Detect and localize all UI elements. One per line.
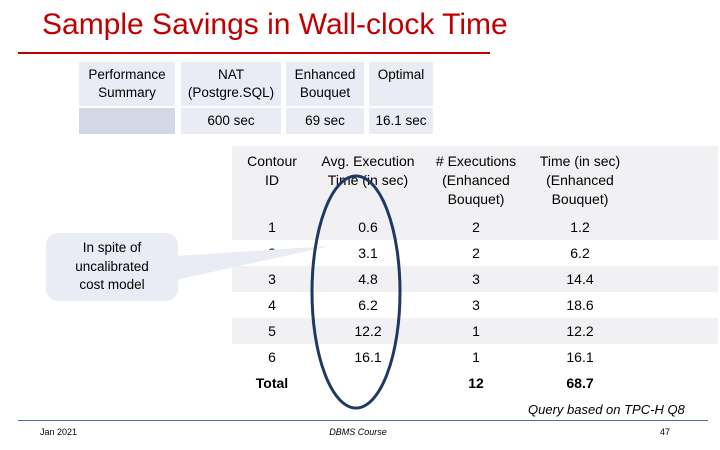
header-contour-id: Contour ID (247, 153, 297, 188)
slide-title: Sample Savings in Wall-clock Time (42, 8, 508, 41)
cell-time: 18.6 (566, 297, 594, 313)
cell-executions: 3 (472, 271, 480, 287)
cell-time: 1.2 (570, 219, 590, 235)
table-header-background (232, 146, 718, 214)
cell-avg-time: 3.1 (358, 245, 378, 261)
cell-contour: 3 (268, 271, 276, 287)
table-row-bg (232, 214, 718, 240)
summary-col-optimal: Optimal (369, 62, 433, 106)
query-note: Query based on TPC-H Q8 (528, 402, 685, 417)
cell-contour: 6 (268, 349, 276, 365)
summary-blank-cell (79, 108, 175, 134)
total-time: 68.7 (566, 375, 594, 391)
summary-value-nat: 600 sec (181, 108, 281, 134)
callout-pointer (176, 246, 330, 280)
highlight-oval (310, 174, 402, 410)
cell-avg-time: 6.2 (358, 297, 378, 313)
total-label: Total (255, 375, 289, 391)
cell-avg-time: 0.6 (358, 219, 378, 235)
summary-value-enhanced: 69 sec (286, 108, 364, 134)
header-time: Time (in sec) (Enhanced Bouquet) (539, 153, 621, 207)
cell-executions: 2 (472, 219, 480, 235)
cell-contour: 4 (268, 297, 276, 313)
summary-col-enhanced: Enhanced Bouquet (286, 62, 364, 106)
summary-col-nat: NAT (Postgre.SQL) (181, 62, 281, 106)
footer-page-number: 47 (660, 427, 671, 437)
summary-value-optimal: 16.1 sec (369, 108, 433, 134)
cell-executions: 1 (472, 349, 480, 365)
cell-contour: 5 (268, 323, 276, 339)
cell-avg-time: 4.8 (358, 271, 378, 287)
footer-rule (18, 420, 708, 421)
callout-note: In spite of uncalibrated cost model (46, 233, 178, 301)
summary-header-label: Performance Summary (79, 62, 175, 106)
cell-avg-time: 12.2 (354, 323, 382, 339)
footer-course: DBMS Course (329, 427, 387, 437)
cell-executions: 3 (472, 297, 480, 313)
title-underline (18, 52, 490, 54)
cell-avg-time: 16.1 (354, 349, 382, 365)
cell-contour: 1 (268, 219, 276, 235)
cell-time: 12.2 (566, 323, 594, 339)
cell-time: 14.4 (566, 271, 594, 287)
header-executions: # Executions (Enhanced Bouquet) (435, 153, 517, 207)
total-executions: 12 (468, 375, 484, 391)
cell-executions: 2 (472, 245, 480, 261)
cell-time: 16.1 (566, 349, 594, 365)
cell-executions: 1 (472, 323, 480, 339)
cell-time: 6.2 (570, 245, 590, 261)
footer-date: Jan 2021 (40, 427, 78, 437)
